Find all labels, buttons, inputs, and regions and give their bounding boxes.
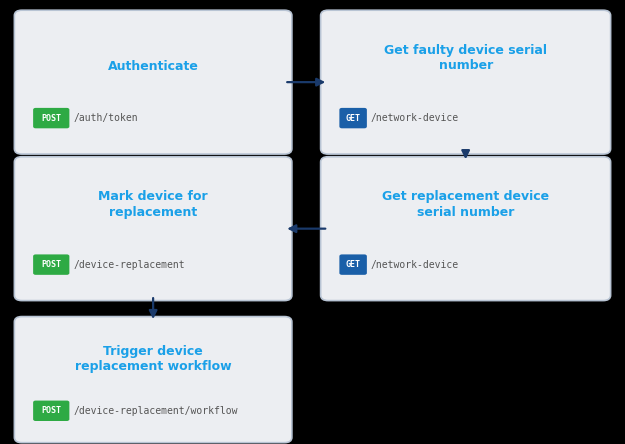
Text: /device-replacement: /device-replacement [73, 260, 185, 270]
Text: /network-device: /network-device [371, 260, 459, 270]
FancyBboxPatch shape [33, 400, 69, 421]
Text: Mark device for
replacement: Mark device for replacement [98, 190, 208, 219]
Text: Trigger device
replacement workflow: Trigger device replacement workflow [75, 345, 231, 373]
FancyBboxPatch shape [33, 108, 69, 128]
Text: POST: POST [41, 114, 61, 123]
Text: /device-replacement/workflow: /device-replacement/workflow [73, 406, 238, 416]
FancyBboxPatch shape [339, 108, 367, 128]
Text: Authenticate: Authenticate [107, 59, 199, 73]
FancyBboxPatch shape [14, 157, 292, 301]
Text: Get faulty device serial
number: Get faulty device serial number [384, 44, 547, 72]
Text: POST: POST [41, 406, 61, 415]
Text: GET: GET [346, 114, 361, 123]
FancyBboxPatch shape [339, 254, 367, 275]
FancyBboxPatch shape [321, 157, 611, 301]
Text: Get replacement device
serial number: Get replacement device serial number [382, 190, 549, 219]
Text: /auth/token: /auth/token [73, 113, 138, 123]
FancyBboxPatch shape [321, 10, 611, 154]
Text: POST: POST [41, 260, 61, 269]
Text: GET: GET [346, 260, 361, 269]
FancyBboxPatch shape [14, 10, 292, 154]
FancyBboxPatch shape [33, 254, 69, 275]
FancyBboxPatch shape [14, 317, 292, 443]
Text: /network-device: /network-device [371, 113, 459, 123]
